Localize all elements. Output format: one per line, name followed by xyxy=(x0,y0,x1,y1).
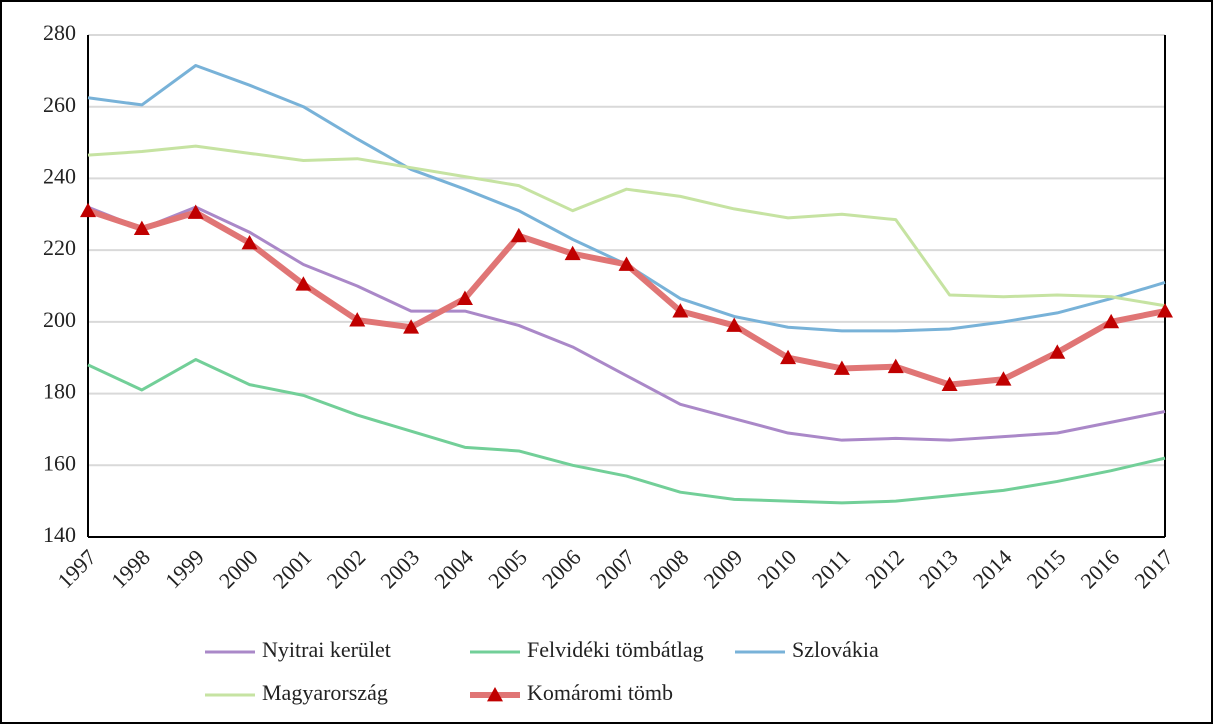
marker xyxy=(241,234,258,250)
marker xyxy=(564,245,581,261)
legend-label: Szlovákia xyxy=(792,637,879,662)
series-line xyxy=(87,358,1166,505)
y-tick-label: 260 xyxy=(43,92,76,117)
marker xyxy=(672,303,689,318)
marker xyxy=(726,317,743,332)
marker xyxy=(1157,303,1173,318)
y-tick-label: 200 xyxy=(43,307,76,332)
y-tick-label: 220 xyxy=(43,235,76,260)
marker xyxy=(1049,344,1066,359)
marker xyxy=(618,256,635,271)
marker xyxy=(456,290,473,305)
marker xyxy=(1103,313,1120,329)
series-line xyxy=(87,144,1166,308)
marker xyxy=(941,376,958,392)
legend-label: Komáromi tömb xyxy=(527,680,673,705)
legend-label: Nyitrai kerület xyxy=(262,637,391,662)
marker xyxy=(133,220,150,236)
marker xyxy=(833,360,850,375)
marker xyxy=(780,349,797,365)
legend-label: Felvidéki tömbátlag xyxy=(527,637,704,662)
marker xyxy=(295,276,312,291)
legend-label: Magyarország xyxy=(262,680,388,705)
marker xyxy=(80,202,96,218)
marker xyxy=(187,204,204,219)
series-line xyxy=(87,205,1166,442)
y-tick-label: 280 xyxy=(43,20,76,45)
y-tick-label: 180 xyxy=(43,379,76,404)
marker xyxy=(887,358,904,374)
legend-marker xyxy=(487,687,503,702)
marker xyxy=(995,371,1012,386)
y-tick-label: 140 xyxy=(43,522,76,547)
marker xyxy=(403,319,420,334)
y-tick-label: 240 xyxy=(43,163,76,188)
marker xyxy=(510,227,527,243)
marker xyxy=(349,312,366,327)
y-tick-label: 160 xyxy=(43,450,76,475)
